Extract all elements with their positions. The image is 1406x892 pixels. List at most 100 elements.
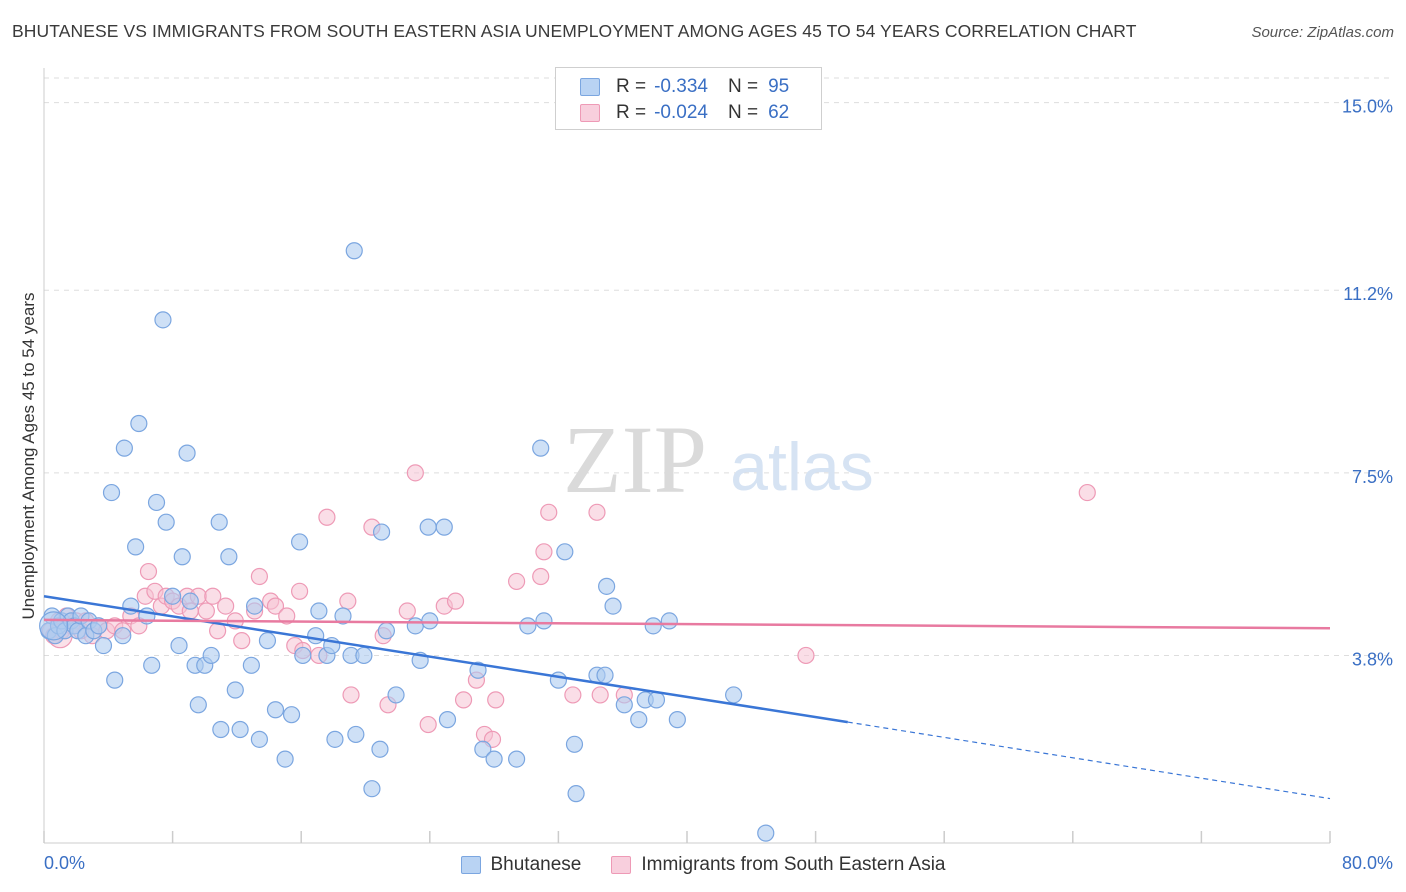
data-point-immigrants (508, 572, 526, 591)
y-tick-label: 7.5% (1352, 467, 1393, 487)
data-point-bhutanese (115, 439, 133, 457)
data-point-bhutanese (294, 646, 312, 665)
data-point-immigrants (487, 691, 505, 709)
data-point-immigrants (535, 543, 553, 561)
data-point-bhutanese (604, 597, 622, 615)
data-point-bhutanese (170, 636, 188, 655)
series-bhutanese-points (39, 242, 775, 842)
data-point-bhutanese (387, 686, 405, 704)
data-point-bhutanese (532, 439, 550, 457)
data-point-bhutanese (371, 740, 389, 758)
data-point-bhutanese (377, 622, 395, 640)
data-point-bhutanese (290, 533, 309, 551)
data-point-bhutanese (474, 740, 492, 758)
legend-r-value: -0.334 (654, 76, 708, 97)
legend-row-bhutanese: R = -0.334 N = 95 (580, 76, 789, 98)
trend-line-immigrants (43, 618, 1331, 630)
data-point-bhutanese (438, 711, 457, 729)
data-point-bhutanese (598, 577, 616, 595)
data-point-bhutanese (644, 617, 662, 635)
legend-r-label: R = (616, 76, 647, 97)
data-point-bhutanese (157, 513, 175, 531)
y-tick-label: 15.0% (1342, 97, 1393, 117)
data-point-bhutanese (212, 720, 230, 739)
data-point-immigrants (591, 686, 609, 704)
legend-n-label: N = (727, 76, 759, 97)
data-point-bhutanese (668, 711, 686, 729)
data-point-immigrants (540, 503, 558, 521)
data-point-bhutanese (310, 602, 328, 620)
data-point-bhutanese (757, 824, 775, 842)
source-label: Source: ZipAtlas.com (1251, 24, 1394, 41)
data-point-bhutanese (372, 523, 391, 541)
data-point-bhutanese (549, 671, 568, 689)
data-point-immigrants (278, 607, 296, 625)
data-point-bhutanese (143, 656, 161, 674)
data-point-bhutanese (154, 311, 172, 329)
data-point-bhutanese (189, 696, 207, 714)
legend-swatch-blue (580, 78, 600, 96)
data-point-immigrants (290, 582, 309, 600)
data-point-bhutanese (421, 612, 439, 630)
data-point-bhutanese (282, 706, 301, 724)
data-point-bhutanese (326, 730, 344, 748)
legend-item-label: Bhutanese (490, 854, 582, 875)
data-point-bhutanese (220, 548, 238, 566)
data-point-bhutanese (567, 785, 585, 803)
data-point-bhutanese (556, 543, 574, 561)
data-point-immigrants (398, 602, 416, 620)
data-point-bhutanese (660, 612, 678, 630)
legend-item-label: Immigrants from South Eastern Asia (641, 854, 946, 875)
data-point-bhutanese (435, 518, 453, 536)
data-point-bhutanese (242, 656, 260, 674)
data-point-immigrants (204, 587, 222, 605)
data-point-immigrants (588, 503, 606, 521)
data-point-immigrants (197, 602, 215, 620)
data-point-bhutanese (164, 587, 182, 605)
data-point-immigrants (454, 691, 473, 709)
data-point-immigrants (318, 508, 336, 526)
x-tick-label: 80.0% (1342, 853, 1393, 873)
data-point-bhutanese (106, 671, 124, 689)
tick-labels: 3.8% 7.5% 11.2% 15.0% 0.0% 80.0% (44, 97, 1393, 873)
data-point-bhutanese-cluster (39, 611, 69, 641)
chart-title: BHUTANESE VS IMMIGRANTS FROM SOUTH EASTE… (12, 21, 1137, 41)
data-point-bhutanese (596, 666, 614, 684)
legend-n-value: 95 (768, 76, 790, 97)
data-point-bhutanese (615, 696, 633, 714)
data-point-immigrants (217, 597, 235, 615)
correlation-legend: R = -0.334 N = 95 R = -0.024 N = 62 (555, 67, 822, 130)
data-point-bhutanese (345, 242, 363, 260)
data-point-bhutanese (231, 720, 249, 739)
data-point-bhutanese (114, 627, 132, 645)
gridlines (44, 77, 1392, 656)
data-point-bhutanese (725, 686, 743, 704)
data-point-bhutanese (250, 730, 269, 748)
y-tick-label: 3.8% (1352, 649, 1393, 669)
legend-r-label: R = (616, 102, 647, 123)
trend-line-bhutanese-extension (847, 721, 1331, 800)
trend-line-bhutanese (43, 594, 848, 724)
data-point-immigrants (532, 567, 550, 586)
data-point-immigrants (339, 592, 357, 610)
data-point-bhutanese (535, 612, 553, 630)
data-point-bhutanese (226, 681, 244, 699)
data-point-bhutanese (102, 483, 121, 502)
legend-item-bhutanese: Bhutanese (460, 854, 582, 876)
watermark-zip: ZIP (563, 406, 707, 513)
data-point-bhutanese (276, 750, 294, 768)
data-point-bhutanese (519, 617, 537, 635)
x-tick-label: 0.0% (44, 853, 85, 873)
data-point-bhutanese (178, 444, 196, 462)
data-point-immigrants (797, 646, 815, 665)
data-point-bhutanese (181, 592, 199, 610)
data-point-bhutanese (266, 701, 285, 719)
data-point-immigrants (139, 562, 158, 581)
data-point-bhutanese (245, 597, 264, 615)
data-point-bhutanese (173, 548, 191, 566)
axes (43, 68, 1331, 844)
legend-swatch-pink (611, 856, 632, 874)
legend-swatch-pink (580, 104, 600, 122)
data-point-immigrants (250, 567, 269, 586)
